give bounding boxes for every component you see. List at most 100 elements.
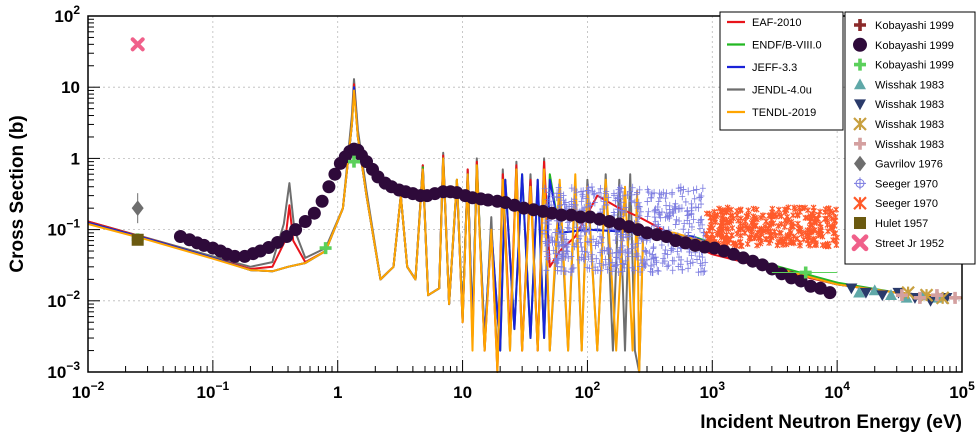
legend-label: JEFF-3.3	[752, 62, 797, 74]
point-seeger-1970-orange	[716, 205, 722, 212]
point-seeger-1970-blue	[617, 243, 624, 252]
point-seeger-1970-blue	[581, 255, 588, 264]
point-seeger-1970-blue	[550, 192, 557, 201]
point-seeger-1970-blue	[588, 254, 595, 263]
point-seeger-1970-orange	[780, 239, 787, 246]
point-seeger-1970-blue	[680, 185, 687, 194]
point-seeger-1970-blue	[688, 222, 695, 231]
point-seeger-1970-blue	[616, 246, 623, 255]
legend-label: Kobayashi 1999	[875, 20, 954, 32]
point-seeger-1970-orange	[805, 232, 811, 239]
point-seeger-1970-blue	[597, 248, 604, 257]
point-kobayashi-1999	[347, 155, 360, 168]
point-wisshak-1983	[845, 283, 858, 295]
point-seeger-1970-blue	[557, 201, 564, 210]
legend-marker	[854, 19, 866, 31]
point-seeger-1970-blue	[655, 267, 662, 276]
point-kobayashi-1999	[328, 167, 342, 181]
point-seeger-1970-blue	[641, 256, 648, 265]
point-seeger-1970-orange	[778, 213, 785, 220]
point-seeger-1970-blue	[677, 260, 684, 269]
point-seeger-1970-orange	[834, 234, 840, 241]
point-seeger-1970-orange	[722, 225, 729, 232]
point-seeger-1970-blue	[676, 204, 683, 213]
point-seeger-1970-blue	[636, 211, 643, 220]
point-seeger-1970-orange	[797, 209, 803, 216]
point-seeger-1970-blue	[672, 220, 679, 229]
point-seeger-1970-blue	[688, 199, 695, 208]
point-seeger-1970-orange	[814, 215, 821, 222]
point-seeger-1970-orange	[778, 221, 785, 228]
point-seeger-1970-blue	[668, 244, 675, 253]
legend-box	[844, 11, 976, 265]
point-seeger-1970-blue	[665, 211, 672, 220]
point-seeger-1970-blue	[641, 262, 648, 271]
point-seeger-1970-blue	[624, 245, 631, 254]
point-seeger-1970-blue	[679, 192, 686, 201]
point-seeger-1970-blue	[614, 205, 621, 214]
point-seeger-1970-orange	[787, 227, 794, 234]
point-kobayashi-1999	[555, 208, 569, 222]
point-seeger-1970-blue	[655, 197, 662, 206]
point-street-jr-1952	[130, 37, 145, 52]
point-seeger-1970-blue	[589, 250, 596, 259]
legend-marker	[851, 234, 869, 252]
point-seeger-1970-orange	[737, 232, 744, 239]
point-seeger-1970-blue	[565, 254, 572, 263]
point-seeger-1970-blue	[573, 223, 580, 232]
point-seeger-1970-orange	[783, 218, 790, 225]
point-seeger-1970-blue	[580, 254, 587, 263]
point-seeger-1970-blue	[684, 257, 691, 266]
point-seeger-1970-blue	[578, 243, 585, 252]
point-seeger-1970-blue	[675, 253, 682, 262]
point-seeger-1970-orange	[819, 242, 826, 249]
legend-marker	[854, 99, 866, 111]
point-seeger-1970-blue	[684, 216, 691, 225]
point-seeger-1970-orange	[734, 208, 740, 215]
point-seeger-1970-orange	[731, 241, 738, 248]
point-seeger-1970-blue	[665, 261, 672, 270]
point-seeger-1970-blue	[584, 237, 591, 246]
point-seeger-1970-blue	[629, 183, 636, 192]
point-seeger-1970-blue	[685, 264, 692, 273]
point-seeger-1970-blue	[619, 259, 626, 268]
point-seeger-1970-blue	[581, 227, 588, 236]
point-seeger-1970-blue	[571, 195, 578, 204]
point-seeger-1970-blue	[697, 267, 704, 276]
point-seeger-1970-blue	[674, 247, 681, 256]
point-seeger-1970-blue	[586, 264, 593, 273]
point-seeger-1970-blue	[604, 265, 611, 274]
legend-experimental: Kobayashi 1999 Kobayashi 1999 Kobayashi 19…	[844, 11, 976, 265]
point-seeger-1970-blue	[649, 250, 656, 259]
point-seeger-1970-blue	[687, 259, 694, 268]
point-seeger-1970-blue	[666, 201, 673, 210]
point-kobayashi-1999	[573, 210, 587, 224]
point-seeger-1970-blue	[617, 230, 624, 239]
point-seeger-1970-blue	[696, 193, 703, 202]
point-seeger-1970-blue	[610, 208, 617, 217]
point-seeger-1970-blue	[597, 266, 604, 275]
point-seeger-1970-blue	[677, 186, 684, 195]
point-seeger-1970-blue	[679, 265, 686, 274]
legend-label: Wisshak 1983	[875, 79, 944, 91]
point-kobayashi-1999	[804, 279, 818, 293]
point-seeger-1970-blue	[697, 259, 704, 268]
point-seeger-1970-orange	[784, 232, 791, 239]
point-seeger-1970-blue	[541, 184, 548, 193]
legend-marker	[853, 196, 867, 210]
point-kobayashi-1999	[315, 194, 329, 208]
point-seeger-1970-blue	[625, 252, 632, 261]
point-seeger-1970-blue	[590, 190, 597, 199]
point-seeger-1970-blue	[643, 248, 650, 257]
y-tick-label: 10−3	[47, 359, 80, 382]
point-seeger-1970-orange	[812, 241, 818, 248]
point-seeger-1970-blue	[602, 255, 609, 264]
point-seeger-1970-orange	[783, 241, 790, 248]
point-kobayashi-1999	[280, 230, 294, 243]
point-seeger-1970-blue	[555, 183, 562, 192]
point-seeger-1970-blue	[610, 262, 617, 271]
point-seeger-1970-blue	[599, 233, 606, 242]
point-seeger-1970-blue	[645, 207, 652, 216]
point-seeger-1970-blue	[664, 262, 671, 271]
